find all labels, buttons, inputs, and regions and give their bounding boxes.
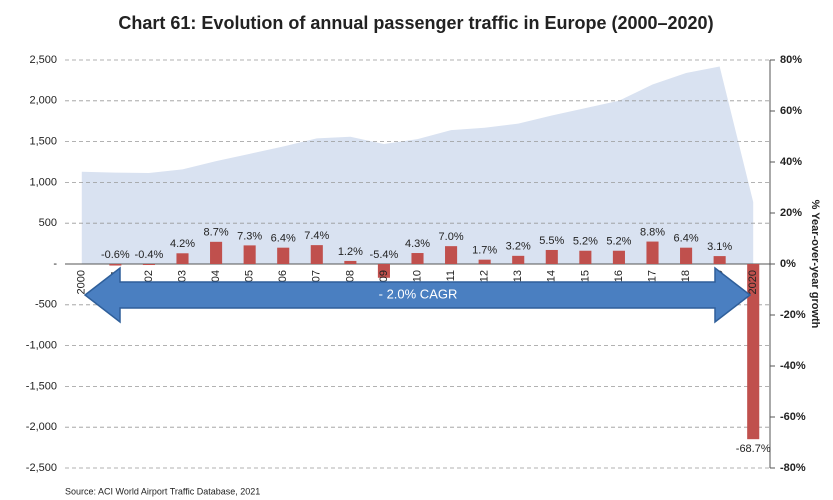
y2-tick-label: 20% [780,207,802,219]
bar [445,246,458,264]
bar [612,250,625,264]
y2-tick-label: -40% [780,360,806,372]
value-label: -5.4% [370,249,399,261]
y-tick-label: -1,000 [26,340,57,352]
y2-tick-label: 80% [780,54,802,66]
x-tick-label: 2020 [747,270,759,294]
y2-tick-label: -80% [780,462,806,474]
value-label: 4.3% [405,238,430,250]
value-label: 8.7% [204,227,229,239]
y-tick-label: -500 [35,299,57,311]
value-label: 7.4% [304,230,329,242]
y2-tick-label: -20% [780,309,806,321]
y2-tick-label: 60% [780,105,802,117]
bar [277,247,290,264]
bar [176,253,189,264]
bar [344,260,357,264]
y-tick-label: 1,500 [29,136,57,148]
value-label: 8.8% [640,226,665,238]
bar [579,250,592,264]
value-label: 6.4% [674,233,699,245]
source: Source: ACI World Airport Traffic Databa… [65,486,260,496]
x-tick-label: 2000 [76,270,88,294]
value-label: 1.7% [472,245,497,257]
value-label: 3.2% [506,241,531,253]
bar [109,264,122,266]
bar [243,245,256,264]
y-tick-label: -2,500 [26,462,57,474]
bar [646,241,659,264]
value-label: 5.2% [606,236,631,248]
y-tick-label: 2,500 [29,54,57,66]
bar [713,256,726,264]
y2-tick-label: 40% [780,156,802,168]
bar [478,259,491,264]
annotation: - 2.0% CAGR [379,286,458,301]
value-label: 5.5% [539,235,564,247]
bar [210,241,223,264]
value-label: 5.2% [573,236,598,248]
value-label: 1.2% [338,246,363,258]
bar [310,245,323,264]
chart-title: Chart 61: Evolution of annual passenger … [118,13,713,33]
cagr-arrow [83,266,752,324]
area [81,66,754,264]
y-tick-label: 500 [39,217,57,229]
value-label: -0.6% [101,249,130,261]
bar [512,255,525,264]
y2-tick-label: -60% [780,411,806,423]
value-label: 7.3% [237,230,262,242]
y-tick-label: 1,000 [29,176,57,188]
y-tick-label: -2,000 [26,421,57,433]
value-label: -0.4% [135,249,164,261]
y2-axis-label: % Year-over-year growth [809,200,821,329]
bar [545,249,558,264]
bar [377,264,390,278]
y2-tick-label: 0% [780,258,796,270]
value-label: 4.2% [170,238,195,250]
value-label: 7.0% [439,231,464,243]
y-tick-label: - [53,258,57,270]
bar [680,247,693,264]
value-label: 6.4% [271,233,296,245]
value-label: 3.1% [707,241,732,253]
y-tick-label: 2,000 [29,95,57,107]
bar [142,264,155,266]
value-label: -68.7% [736,443,771,455]
bar [747,264,760,440]
bar [411,253,424,264]
y-tick-label: -1,500 [26,380,57,392]
